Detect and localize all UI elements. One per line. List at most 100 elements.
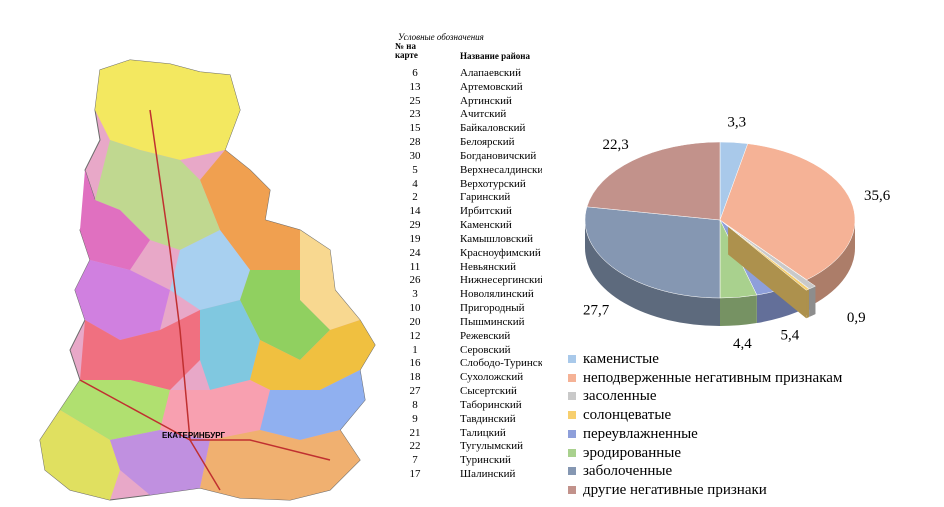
row-number: 3 [412,288,418,301]
map-region [250,320,375,390]
row-name: Камышловский [460,232,534,245]
data-label: 35,6 [864,188,891,204]
row-name: Сысертский [460,385,517,398]
row-number: 23 [409,108,421,121]
row-name: Невьянский [460,260,516,273]
row-name: Белоярский [460,136,515,149]
map-region [95,140,220,250]
row-name: Артемовский [460,80,523,93]
row-number: 30 [409,149,421,162]
row-number: 21 [409,426,421,439]
row-name: Пригородный [460,302,525,315]
data-label: 22,3 [602,137,628,153]
row-number: 19 [409,232,421,245]
pie-slice [728,226,816,290]
data-label: 0,9 [847,310,866,326]
row-name: Нижнесергинский [460,274,542,287]
pie-slice-side [728,226,807,319]
pie-slice-side [806,220,855,308]
row-number: 22 [409,440,421,453]
legend-label: каменистые [583,351,659,367]
row-name: Пышминский [460,315,525,328]
row-number: 14 [409,205,421,218]
map-region [260,370,365,440]
pie-slice-side [806,289,809,319]
legend-label: неподверженные негативным признакам [583,369,843,386]
legend-label: заболоченные [583,463,673,480]
map: ЕКАТЕРИНБУРГ [39,59,376,501]
row-name: Сухоложский [460,371,524,384]
legend-label: солонцеватые [583,407,672,424]
data-label: 5,4 [781,327,800,343]
row-number: 25 [409,94,421,107]
map-region [200,430,360,500]
map-region [240,270,330,360]
row-number: 9 [412,412,418,425]
data-label: 3,3 [727,114,746,130]
row-number: 4 [412,177,418,190]
row-number: 20 [409,315,421,328]
legend-swatch [568,448,576,457]
map-region [80,170,150,270]
row-number: 28 [409,136,421,149]
legend-label: переувлажненные [583,425,698,442]
pie-slice-side [809,286,816,317]
legend-table: Условные обозначения № на карте Название… [390,30,550,490]
row-number: 6 [412,67,418,79]
row-number: 13 [409,80,421,93]
row-name: Новолялинский [460,288,534,301]
row-name: Талицкий [460,426,506,439]
legend-swatch [568,411,576,420]
row-number: 7 [412,454,418,467]
table-title: Условные обозначения [398,32,484,42]
row-number: 17 [409,468,421,481]
map-region [170,230,250,310]
row-name: Алапаевский [460,67,521,79]
row-number: 27 [409,385,421,398]
row-name: Шалинский [460,468,516,481]
row-number: 2 [412,191,418,204]
legend-swatch [568,392,576,401]
map-region [60,380,170,440]
table-header: № на карте [395,41,418,60]
city-label: ЕКАТЕРИНБУРГ [162,431,226,440]
row-name: Туринский [460,454,511,467]
data-label: 0,4 [829,348,848,350]
row-name: Ирбитский [460,205,512,218]
map-region [300,230,360,330]
map-road [79,379,221,491]
row-name: Гаринский [460,191,511,204]
data-label: 27,7 [583,302,610,318]
pie-slice-side [585,220,720,326]
legend-swatch [568,485,576,494]
row-name: Артинский [460,94,512,107]
row-number: 11 [409,260,421,273]
row-name: Богдановичский [460,149,537,162]
legend-label: эродированные [583,444,681,461]
row-name: Слободо-Туринский [460,357,542,370]
row-number: 8 [412,398,418,411]
map-region [200,150,300,270]
map-region [75,260,170,340]
row-number: 12 [409,329,421,342]
row-name: Таборинский [460,398,522,411]
row-number: 18 [409,371,421,384]
pie-slice [728,226,810,291]
pie-slice [586,141,721,221]
row-name: Режевский [460,329,511,342]
map-region [200,300,260,390]
legend-swatch [568,467,576,476]
pie-slice [584,206,721,299]
map-region [160,380,270,440]
row-name: Серовский [460,343,511,356]
legend-swatch [568,429,576,438]
row-name: Каменский [460,219,512,232]
map-region [95,60,240,160]
map-road [149,109,331,461]
row-number: 1 [412,343,418,356]
row-name: Верхотурский [460,177,526,190]
map-region [40,410,120,500]
row-name: Красноуфимский [460,246,541,259]
legend-swatch [568,355,576,363]
